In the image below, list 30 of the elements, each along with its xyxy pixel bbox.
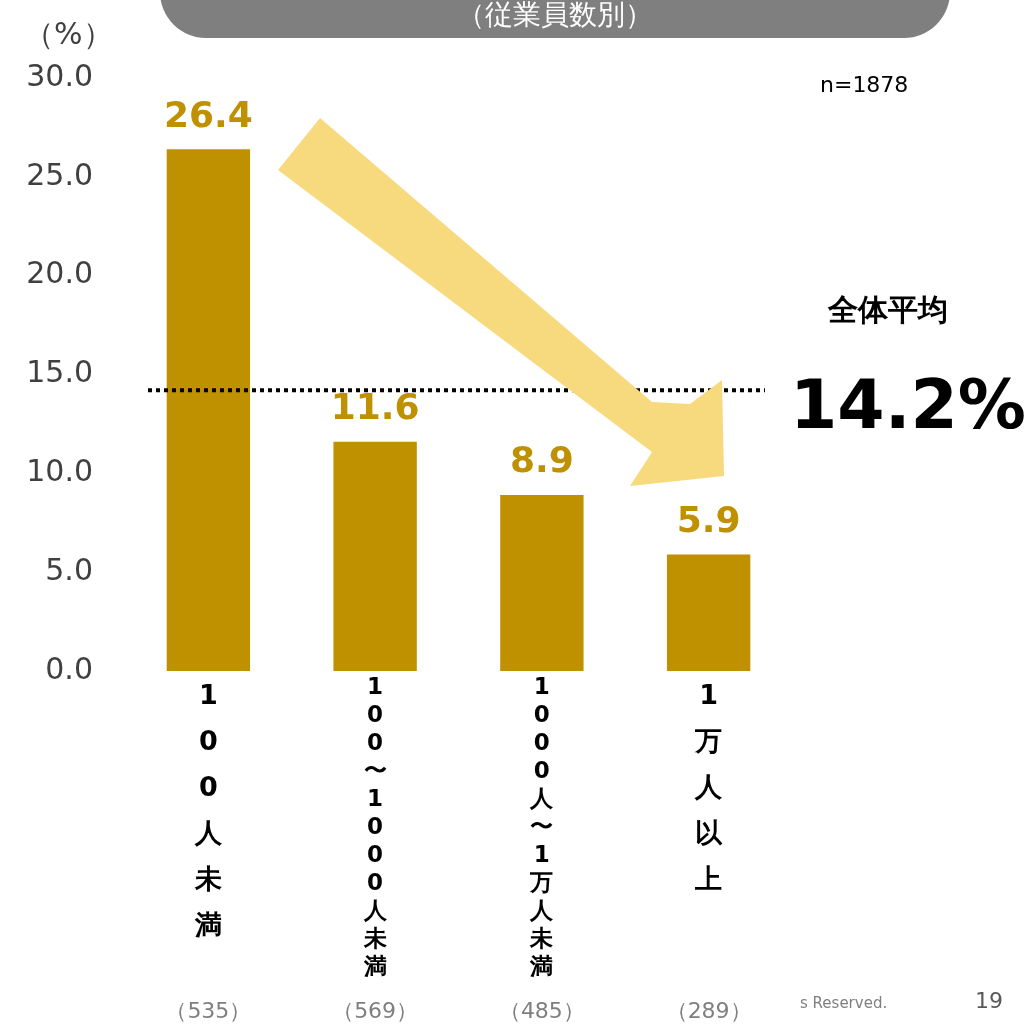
y-tick-label: 10.0	[26, 453, 93, 489]
text: （535）	[165, 997, 252, 1025]
y-tick-label: 30.0	[26, 57, 93, 93]
chart-subtitle: （従業員数別）	[160, 0, 950, 38]
text: 14.2%	[790, 365, 1026, 444]
x-tick-label: 100人未満	[193, 678, 223, 942]
text: （569）	[332, 997, 419, 1025]
text: 19	[975, 988, 1003, 1013]
bar	[500, 495, 584, 671]
category-label: 100〜1000人未満	[363, 673, 387, 979]
data-label: 26.4	[163, 93, 253, 135]
y-tick-label: 5.0	[45, 551, 93, 587]
bar	[666, 554, 751, 671]
y-tick-label: 15.0	[26, 354, 93, 390]
y-tick-label: 0.0	[45, 650, 93, 686]
y-tick-label: 20.0	[26, 255, 93, 291]
y-tick-label: 25.0	[26, 156, 93, 192]
text: （289）	[665, 997, 752, 1025]
ref-line-label: 全体平均	[827, 292, 948, 328]
text: s Reserved.	[800, 994, 888, 1012]
category-label: 1000人〜1万人未満	[530, 673, 554, 979]
text: n=1878	[820, 72, 909, 97]
data-label: 11.6	[330, 386, 420, 428]
data-label: 5.9	[676, 498, 741, 540]
data-label: 8.9	[509, 439, 574, 481]
bar	[166, 149, 251, 671]
bar	[333, 441, 417, 671]
text: （485）	[498, 997, 585, 1025]
x-tick-label: 1万人以上	[693, 678, 724, 896]
y-axis-title: （%）	[24, 15, 113, 53]
